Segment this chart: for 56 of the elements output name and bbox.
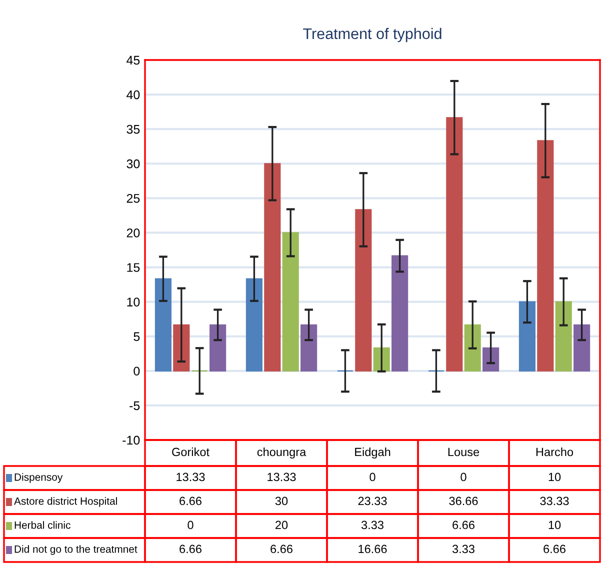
data-label: 6.66 [452,520,474,530]
y-tick-label: 10 [127,298,140,306]
legend-label: Astore district Hospital [14,497,117,507]
data-label: 0 [188,520,194,530]
data-label: 6.66 [180,544,202,554]
data-label: 6.66 [544,544,566,554]
y-tick-label: 25 [126,194,140,203]
bar [555,301,572,372]
x-tick-label: Harcho [536,447,574,456]
y-tick-label: 40 [126,90,140,100]
x-tick-label: choungra [257,447,306,459]
x-tick-label: Gorikot [172,447,210,456]
bar [210,324,226,372]
data-label: 10 [548,520,561,530]
legend-label: Did not go to the treatmnet [14,545,138,555]
y-tick-label: -5 [130,401,140,410]
bar [264,163,281,372]
bar [537,140,554,372]
y-tick-label: 30 [126,159,140,168]
data-label: 3.33 [452,544,474,554]
y-tick-label: 0 [134,366,140,376]
bar [518,301,536,372]
y-tick-label: 35 [126,124,140,134]
data-label: 0 [370,472,376,482]
data-label: 13.33 [176,472,205,482]
x-tick-label: Eidgah [355,447,390,459]
data-label: 13.33 [268,472,296,482]
x-tick-label: Louse [448,448,480,456]
data-label: 36.66 [449,496,478,506]
data-label: 30 [275,496,288,506]
legend-label: Herbal clinic [14,521,70,529]
bar [246,278,262,372]
data-label: 33.33 [540,496,569,506]
bar [300,324,318,372]
data-label: 0 [460,472,466,482]
bar [282,232,299,372]
data-label: 3.33 [361,520,384,530]
bar [464,324,481,372]
data-label: 10 [548,472,561,482]
y-tick-label: 20 [126,228,140,238]
y-tick-label: 15 [127,263,140,272]
data-label: 23.33 [358,496,387,506]
bar [355,209,372,372]
chart-title: Treatment of typhoid [303,28,442,42]
y-tick-label: 5 [134,332,140,342]
bar [392,255,408,372]
bar [154,278,172,372]
legend-label: Dispensoy [14,473,63,483]
data-label: 20 [276,520,288,530]
bar [446,117,463,372]
bar [574,324,590,372]
y-tick-label: -10 [122,436,140,445]
data-label: 6.66 [270,544,292,554]
data-label: 16.66 [358,544,387,554]
data-label: 6.66 [180,496,202,506]
y-tick-label: 45 [126,56,140,65]
